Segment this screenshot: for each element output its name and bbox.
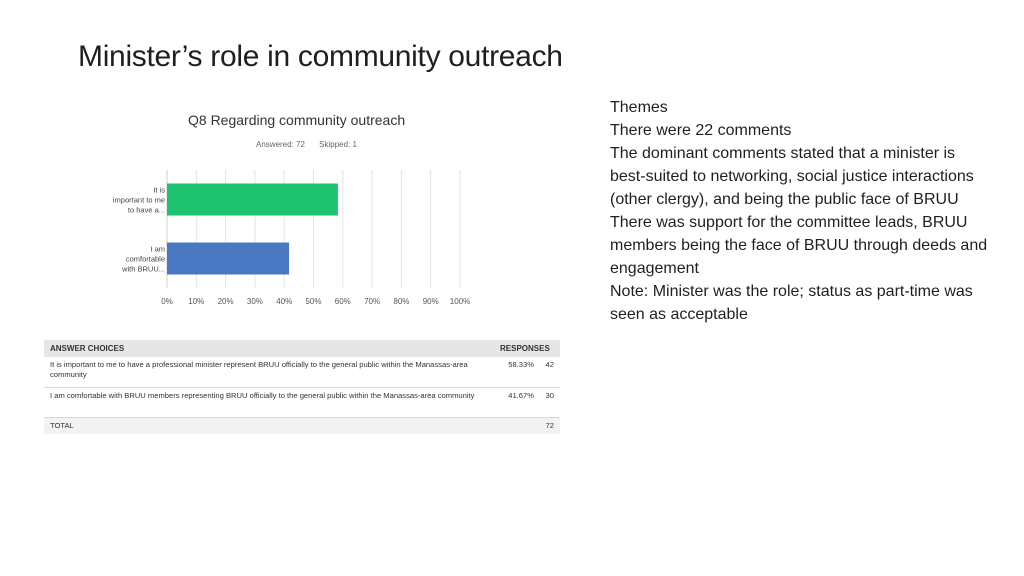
skipped-count: Skipped: 1 — [319, 140, 357, 149]
response-percent: 58.33% — [494, 357, 536, 388]
x-tick-label: 40% — [276, 297, 292, 306]
category-label: to have a... — [128, 206, 165, 215]
bar — [167, 242, 290, 275]
x-tick-label: 30% — [247, 297, 263, 306]
bar-chart: 0% 10% 20% 30% 40% 50% 60% 70% 80% 90% 100% It isim… — [113, 170, 470, 306]
answer-table-header: ANSWER CHOICES RESPONSES — [44, 340, 560, 357]
response-count: 30 — [536, 387, 560, 418]
category-label: important to me — [113, 196, 165, 205]
themes-line: Note: Minister was the role; status as p… — [610, 283, 973, 323]
themes-text-box: Themes There were 22 comments The domina… — [610, 96, 990, 326]
total-row: TOTAL 72 — [44, 417, 560, 434]
category-label: comfortable — [126, 255, 165, 264]
response-percent: 41.67% — [494, 387, 536, 418]
slide-title: Minister’s role in community outreach — [78, 40, 563, 73]
themes-line: The dominant comments stated that a mini… — [610, 145, 974, 208]
themes-line: Themes — [610, 99, 668, 116]
total-percent-empty — [494, 417, 536, 434]
category-label: It is — [153, 186, 165, 195]
themes-line: There was support for the committee lead… — [610, 214, 988, 277]
answered-count: Answered: 72 — [256, 140, 305, 149]
total-label: TOTAL — [44, 417, 494, 434]
x-tick-label: 70% — [364, 297, 380, 306]
answer-choice-text: It is important to me to have a professi… — [44, 357, 494, 388]
x-tick-label: 60% — [335, 297, 351, 306]
chart-title: Q8 Regarding community outreach — [188, 112, 406, 128]
table-row: I am comfortable with BRUU members repre… — [44, 387, 560, 418]
themes-line: There were 22 comments — [610, 122, 792, 139]
x-tick-label: 0% — [161, 297, 173, 306]
bar — [167, 183, 338, 216]
answer-choices-header: ANSWER CHOICES — [44, 340, 494, 357]
total-count: 72 — [536, 417, 560, 434]
x-tick-label: 80% — [393, 297, 409, 306]
x-tick-label: 50% — [305, 297, 321, 306]
category-label: I am — [150, 245, 165, 254]
answer-table: ANSWER CHOICES RESPONSES It is important… — [44, 340, 560, 434]
response-count: 42 — [536, 357, 560, 388]
table-row: It is important to me to have a professi… — [44, 357, 560, 388]
x-tick-label: 20% — [218, 297, 234, 306]
responses-header: RESPONSES — [494, 340, 560, 357]
category-label: with BRUU... — [121, 265, 165, 274]
x-tick-label: 90% — [423, 297, 439, 306]
response-summary: Answered: 72 Skipped: 1 — [256, 140, 369, 149]
answer-choice-text: I am comfortable with BRUU members repre… — [44, 387, 494, 418]
survey-results-panel: Q8 Regarding community outreach Answered… — [40, 100, 570, 440]
x-tick-label: 100% — [450, 297, 470, 306]
x-tick-label: 10% — [188, 297, 204, 306]
